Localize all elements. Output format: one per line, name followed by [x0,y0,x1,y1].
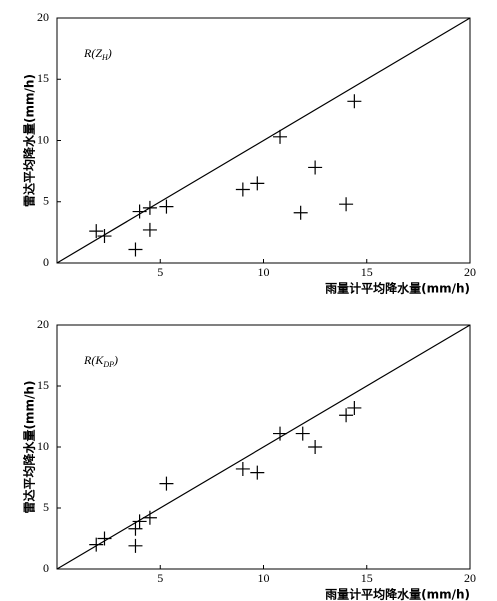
y-axis-label: 雷达平均降水量(mm/h) [22,381,37,514]
cross-marker [142,222,157,237]
x-tick-label: 15 [361,571,373,585]
cross-marker [293,205,308,220]
cross-marker [308,160,323,175]
cross-marker [132,204,147,219]
reference-line [56,324,471,570]
cross-marker [97,229,112,244]
x-tick-label: 20 [464,265,476,279]
x-axis-label: 雨量计平均降水量(mm/h) [325,281,470,296]
y-tick-label: 10 [37,439,49,453]
cross-marker [339,408,354,423]
cross-marker [295,426,310,441]
annotation-part: H [101,53,109,62]
cross-marker [250,465,265,480]
y-tick-label: 10 [37,132,49,146]
cross-marker [273,426,288,441]
x-tick-label: 5 [157,265,163,279]
cross-marker [339,197,354,212]
cross-marker [235,182,250,197]
cross-marker [132,514,147,529]
y-tick-label: 15 [37,378,49,392]
cross-marker [89,537,104,552]
cross-marker [273,129,288,144]
cross-marker [159,476,174,491]
y-axis-label: 雷达平均降水量(mm/h) [22,74,37,207]
x-tick-label: 15 [361,265,373,279]
cross-marker [159,199,174,214]
x-tick-label: 20 [464,571,476,585]
cross-marker [89,224,104,239]
reference-line [56,17,471,264]
cross-marker [308,440,323,454]
y-tick-label: 5 [43,194,49,208]
y-tick-label: 5 [43,500,49,514]
cross-marker [347,94,362,109]
annotation: R(KDP) [83,353,118,370]
cross-marker [235,461,250,476]
cross-marker [97,531,112,546]
y-tick-label: 0 [43,561,49,575]
annotation-part: ) [113,353,118,367]
x-tick-label: 5 [157,571,163,585]
cross-marker [128,242,143,257]
cross-marker [347,400,362,415]
y-tick-label: 20 [37,317,49,331]
cross-marker [142,200,157,215]
cross-marker [128,521,143,536]
y-tick-label: 15 [37,71,49,85]
cross-marker [250,176,265,191]
annotation-part: R(Z [83,46,102,60]
x-tick-label: 10 [258,265,270,279]
annotation: R(ZH) [83,46,112,63]
y-tick-label: 20 [37,10,49,24]
x-axis-label: 雨量计平均降水量(mm/h) [325,587,470,601]
y-tick-label: 0 [43,255,49,269]
cross-marker [128,538,143,553]
annotation-part: DP [102,360,114,369]
annotation-part: ) [107,46,112,60]
x-tick-label: 10 [258,571,270,585]
annotation-part: R(K [83,353,104,367]
cross-marker [142,510,157,525]
